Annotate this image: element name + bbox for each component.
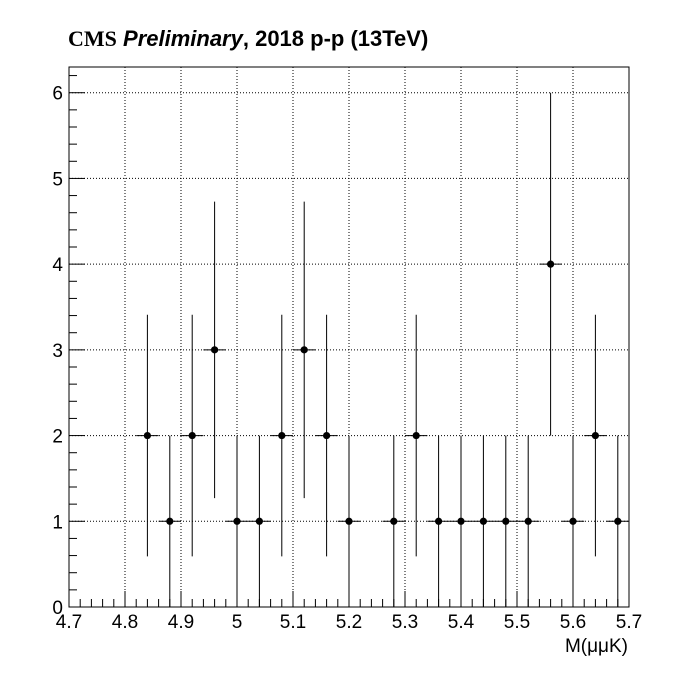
data-point xyxy=(233,517,241,525)
data-point xyxy=(166,517,174,525)
title-suffix: , 2018 p-p (13TeV) xyxy=(242,26,429,51)
data-point xyxy=(479,517,487,525)
x-tick-label: 5.6 xyxy=(560,612,586,633)
data-point xyxy=(278,431,286,440)
data-point xyxy=(547,260,555,268)
y-tick-label: 5 xyxy=(52,169,63,190)
data-point xyxy=(502,517,510,525)
x-tick-label: 5.5 xyxy=(504,612,530,633)
x-tick-label: 4.8 xyxy=(112,612,138,633)
y-tick-label: 0 xyxy=(52,598,63,619)
data-point xyxy=(457,517,465,525)
data-point xyxy=(569,517,577,525)
data-point xyxy=(188,431,196,440)
x-tick-label: 5.4 xyxy=(448,612,475,633)
x-axis-label: M(μμK) xyxy=(565,636,628,657)
data-point xyxy=(524,517,532,525)
data-point xyxy=(345,517,353,525)
x-tick-label: 5 xyxy=(232,612,243,633)
x-tick-label: 5.3 xyxy=(392,612,418,633)
data-point xyxy=(435,517,443,525)
y-tick-label: 3 xyxy=(52,341,63,362)
x-tick-label: 4.9 xyxy=(168,612,194,633)
data-point xyxy=(614,517,622,525)
x-tick-label: 5.1 xyxy=(280,612,306,633)
y-tick-label: 4 xyxy=(52,255,63,276)
y-tick-label: 6 xyxy=(52,84,63,105)
y-tick-label: 2 xyxy=(52,427,63,448)
data-layer xyxy=(136,92,629,607)
y-tick-label: 1 xyxy=(52,512,63,533)
data-point xyxy=(300,346,308,354)
data-point xyxy=(412,431,420,440)
chart-title: CMS Preliminary, 2018 p-p (13TeV) xyxy=(68,26,428,52)
axis-layer: 4.7 4.8 4.9 5 5.1 5.2 5.3 5.4 5.5 5.6 5.7 0 1 2 3 4 5 6 xyxy=(52,66,642,633)
title-status: Preliminary xyxy=(123,26,243,51)
data-point xyxy=(591,431,600,440)
data-point xyxy=(255,517,263,525)
title-experiment: CMS xyxy=(68,26,117,51)
x-tick-label: 4.7 xyxy=(56,612,82,633)
data-point xyxy=(390,517,398,525)
x-tick-label: 5.7 xyxy=(616,612,642,633)
data-point xyxy=(323,431,331,440)
data-point xyxy=(211,346,219,354)
data-point xyxy=(143,431,151,440)
x-tick-label: 5.2 xyxy=(336,612,362,633)
